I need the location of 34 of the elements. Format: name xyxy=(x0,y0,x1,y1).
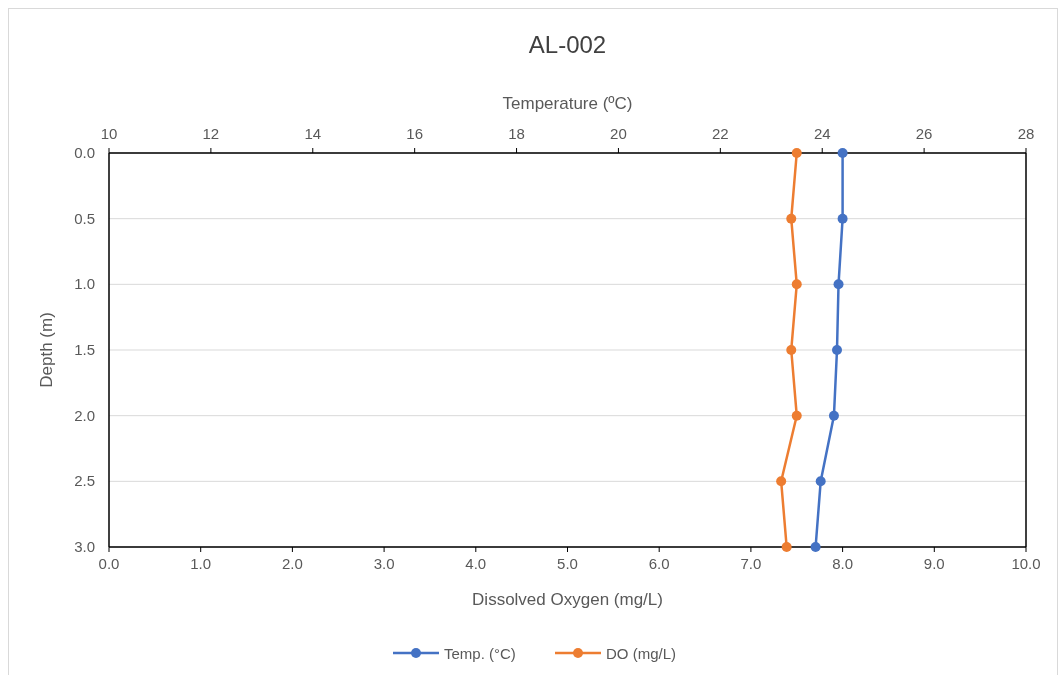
legend-label: Temp. (°C) xyxy=(444,645,516,662)
chart-title: AL-002 xyxy=(528,31,607,58)
x2-tick-label: 22 xyxy=(711,125,729,142)
y-tick-label: 1.5 xyxy=(74,341,95,358)
x2-axis-title: Temperature (ºC) xyxy=(502,94,633,113)
x-tick-label: 6.0 xyxy=(648,555,670,572)
y-tick-label: 1.0 xyxy=(74,275,95,293)
x2-tick-label: 24 xyxy=(813,125,831,142)
y-tick-label: 3.0 xyxy=(74,538,95,555)
x2-tick-label: 26 xyxy=(915,125,933,142)
y-tick-label: 0.0 xyxy=(74,144,95,161)
x2-tick-label: 28 xyxy=(1017,125,1035,142)
x2-tick-label: 10 xyxy=(100,125,118,142)
y-tick-label: 0.5 xyxy=(74,209,95,227)
x2-tick-label: 16 xyxy=(406,125,424,142)
x-tick-label: 4.0 xyxy=(465,555,487,572)
x2-tick-label: 20 xyxy=(610,125,627,142)
x-tick-label: 7.0 xyxy=(740,555,762,572)
x-tick-label: 10.0 xyxy=(1011,555,1041,572)
x-tick-label: 8.0 xyxy=(832,555,854,572)
x2-tick-label: 14 xyxy=(304,125,322,142)
x2-tick-label: 18 xyxy=(508,125,525,142)
x-tick-label: 3.0 xyxy=(373,555,395,572)
y-axis-title: Depth (m) xyxy=(37,312,56,388)
x-tick-label: 0.0 xyxy=(98,555,120,572)
legend-label: DO (mg/L) xyxy=(606,645,677,662)
x-axis-title: Dissolved Oxygen (mg/L) xyxy=(472,590,663,609)
x-tick-label: 1.0 xyxy=(190,555,212,572)
x-tick-label: 5.0 xyxy=(557,555,578,572)
x-tick-label: 2.0 xyxy=(281,555,303,572)
x2-tick-label: 12 xyxy=(202,125,220,142)
y-tick-label: 2.0 xyxy=(74,406,95,424)
y-tick-label: 2.5 xyxy=(74,472,95,490)
x-tick-label: 9.0 xyxy=(923,555,945,572)
